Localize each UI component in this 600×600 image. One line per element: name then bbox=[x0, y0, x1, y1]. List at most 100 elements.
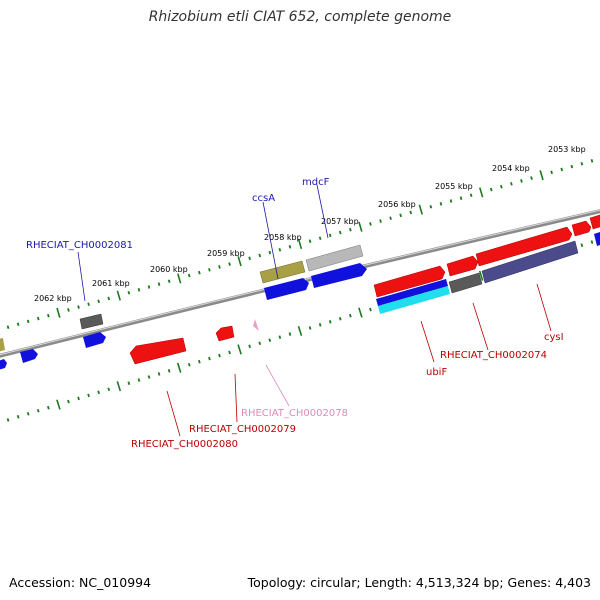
major-tick bbox=[418, 204, 423, 215]
minor-tick bbox=[147, 285, 151, 289]
minor-tick bbox=[16, 415, 20, 419]
minor-tick bbox=[16, 322, 20, 327]
minor-tick bbox=[489, 187, 493, 192]
minor-tick bbox=[167, 369, 171, 373]
minor-tick bbox=[349, 227, 352, 232]
minor-tick bbox=[157, 282, 161, 286]
minor-tick bbox=[550, 170, 553, 175]
minor-tick bbox=[268, 338, 272, 342]
topology-summary: Topology: circular; Length: 4,513,324 bp… bbox=[247, 575, 591, 590]
minor-tick bbox=[167, 279, 171, 284]
gene-arrow[interactable] bbox=[589, 214, 600, 230]
gene-arrow[interactable] bbox=[0, 359, 7, 370]
gene-label-cysI[interactable]: cysI bbox=[544, 332, 564, 343]
gene-arrow[interactable] bbox=[475, 226, 573, 267]
gene-arrow[interactable] bbox=[446, 255, 479, 277]
gene-arrow[interactable] bbox=[20, 349, 38, 363]
gene-arrow[interactable] bbox=[376, 279, 448, 306]
gene-labels: mdcF ccsA RHECIAT_CH0002081 ubiF RHECIAT… bbox=[26, 177, 564, 450]
gene-arrow[interactable] bbox=[378, 286, 450, 314]
gene-label-ccsA[interactable]: ccsA bbox=[252, 193, 275, 204]
kbp-label: 2062 kbp bbox=[34, 294, 72, 303]
major-tick bbox=[358, 307, 363, 318]
gene-arrow[interactable] bbox=[373, 265, 446, 298]
minor-tick bbox=[379, 219, 382, 223]
gene-arrow[interactable] bbox=[264, 278, 309, 300]
gene-arrow[interactable] bbox=[0, 338, 5, 352]
gene-arrow[interactable] bbox=[571, 220, 592, 237]
minor-tick bbox=[469, 193, 473, 198]
minor-tick bbox=[107, 387, 111, 392]
major-tick bbox=[358, 221, 363, 232]
major-tick bbox=[116, 381, 122, 392]
minor-tick bbox=[500, 184, 503, 189]
minor-tick bbox=[369, 307, 372, 312]
minor-tick bbox=[67, 308, 70, 312]
minor-tick bbox=[77, 305, 80, 309]
minor-tick bbox=[590, 159, 594, 163]
minor-tick bbox=[258, 341, 262, 346]
minor-tick bbox=[218, 265, 221, 269]
gene-arrow[interactable] bbox=[481, 240, 579, 284]
major-tick bbox=[539, 170, 544, 181]
gene-arrow[interactable] bbox=[259, 260, 306, 284]
minor-tick bbox=[147, 375, 151, 379]
minor-tick bbox=[580, 161, 584, 166]
minor-tick bbox=[218, 353, 221, 358]
minor-tick bbox=[389, 216, 392, 220]
gene-arrow[interactable] bbox=[448, 272, 483, 294]
major-tick bbox=[479, 187, 484, 198]
forward-genes bbox=[0, 214, 600, 370]
major-tick bbox=[56, 399, 61, 410]
accession-text: Accession: NC_010994 bbox=[9, 575, 152, 590]
gene-arrow[interactable] bbox=[129, 337, 187, 365]
minor-tick bbox=[36, 408, 40, 413]
gene-arrow[interactable] bbox=[215, 325, 235, 342]
minor-tick bbox=[228, 350, 231, 355]
minor-tick bbox=[409, 210, 413, 215]
minor-tick bbox=[449, 199, 453, 203]
gene-label-rheciat-2081[interactable]: RHECIAT_CH0002081 bbox=[26, 240, 133, 251]
major-tick bbox=[177, 273, 182, 284]
kbp-label: 2054 kbp bbox=[492, 164, 530, 173]
gene-arrow[interactable] bbox=[305, 244, 364, 272]
minor-tick bbox=[26, 412, 30, 416]
minor-tick bbox=[187, 362, 191, 367]
minor-tick bbox=[67, 399, 70, 404]
outer-tick-ring bbox=[0, 153, 600, 335]
reverse-genes bbox=[129, 319, 259, 365]
minor-tick bbox=[369, 222, 372, 226]
gene-label-mdcF[interactable]: mdcF bbox=[302, 177, 330, 188]
major-tick bbox=[56, 307, 61, 318]
gene-arrow[interactable] bbox=[594, 231, 600, 246]
gene-arrow[interactable] bbox=[79, 313, 104, 330]
minor-tick bbox=[208, 356, 211, 361]
minor-tick bbox=[6, 418, 10, 422]
minor-tick bbox=[328, 320, 332, 324]
minor-tick bbox=[520, 179, 523, 183]
gene-arrow[interactable] bbox=[311, 263, 367, 288]
minor-tick bbox=[530, 176, 533, 180]
gene-label-ubiF[interactable]: ubiF bbox=[426, 367, 447, 378]
minor-tick bbox=[349, 313, 352, 318]
gene-label-rheciat-2078[interactable]: RHECIAT_CH0002078 bbox=[241, 408, 348, 419]
minor-tick bbox=[590, 240, 594, 244]
gene-label-rheciat-2080[interactable]: RHECIAT_CH0002080 bbox=[131, 439, 238, 450]
gene-label-rheciat-2074[interactable]: RHECIAT_CH0002074 bbox=[440, 350, 547, 361]
minor-tick bbox=[338, 230, 342, 235]
minor-tick bbox=[439, 202, 443, 206]
genome-title: Rhizobium etli CIAT 652, complete genome bbox=[148, 9, 452, 25]
gene-label-rheciat-2079[interactable]: RHECIAT_CH0002079 bbox=[189, 424, 296, 435]
gene-arrow[interactable] bbox=[253, 319, 259, 331]
minor-tick bbox=[278, 335, 282, 339]
minor-tick bbox=[208, 268, 211, 272]
minor-tick bbox=[47, 405, 50, 410]
gene-arrow[interactable] bbox=[83, 332, 106, 348]
kbp-label: 2056 kbp bbox=[378, 200, 416, 209]
minor-tick bbox=[510, 182, 513, 186]
minor-tick bbox=[127, 381, 131, 385]
kbp-label: 2059 kbp bbox=[207, 249, 245, 258]
minor-tick bbox=[198, 359, 201, 364]
major-tick bbox=[478, 270, 484, 281]
